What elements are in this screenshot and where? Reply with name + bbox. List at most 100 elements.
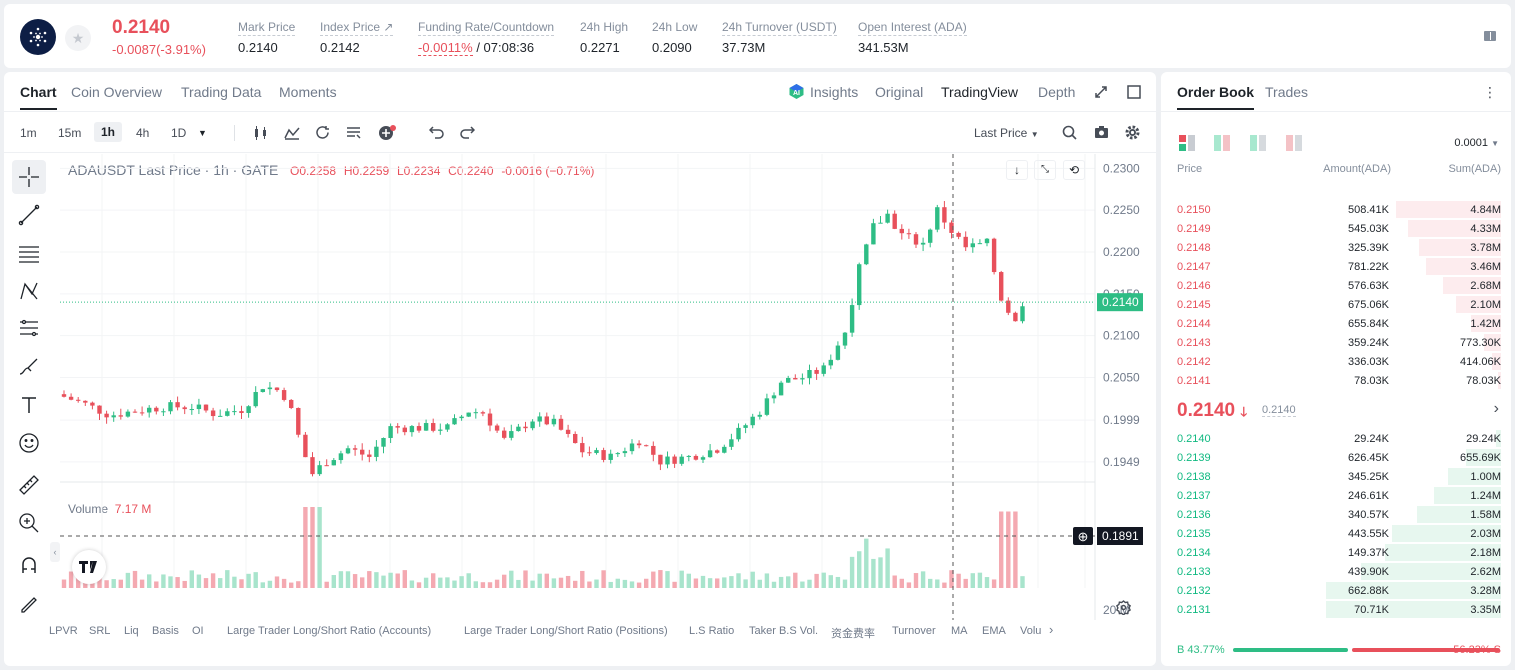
more-icon[interactable]: ⋮ bbox=[1483, 84, 1497, 100]
orderbook-row[interactable]: 0.2142 336.03K 414.06K bbox=[1161, 352, 1511, 371]
price-type-select[interactable]: Last Price ▼ bbox=[974, 126, 1039, 140]
arrow-down-icon[interactable]: ↓ bbox=[1006, 160, 1028, 180]
orderbook-row[interactable]: 0.2145 675.06K 2.10M bbox=[1161, 295, 1511, 314]
timeframe-1h[interactable]: 1h bbox=[94, 122, 123, 142]
timeframe-dropdown-icon[interactable]: ▼ bbox=[198, 128, 207, 138]
orderbook-row[interactable]: 0.2146 576.63K 2.68M bbox=[1161, 276, 1511, 295]
book-icon[interactable] bbox=[1483, 29, 1497, 43]
text-tool-icon[interactable] bbox=[12, 388, 46, 422]
favorite-star-icon[interactable]: ★ bbox=[65, 25, 91, 51]
tab-coin-overview[interactable]: Coin Overview bbox=[71, 84, 163, 100]
orderbook-row[interactable]: 0.2139 626.45K 655.69K bbox=[1161, 448, 1511, 467]
zoom-in-icon[interactable] bbox=[12, 506, 46, 540]
legend-open: O0.2258 bbox=[290, 164, 337, 178]
indicator-ls-ratio[interactable]: L.S Ratio bbox=[689, 625, 735, 637]
indicator-taker-vol[interactable]: Taker B.S Vol. bbox=[749, 625, 819, 637]
price-chart[interactable]: 0.23000.22500.22000.21500.21000.20500.19… bbox=[60, 154, 1150, 620]
orderbook-row[interactable]: 0.2149 545.03K 4.33M bbox=[1161, 219, 1511, 238]
alert-add-icon[interactable] bbox=[378, 124, 398, 147]
view-split-icon[interactable] bbox=[1214, 135, 1230, 156]
view-bids-icon[interactable] bbox=[1250, 135, 1266, 156]
timeframe-1m[interactable]: 1m bbox=[20, 126, 37, 140]
indicators-icon[interactable] bbox=[284, 126, 300, 145]
timeframe-4h[interactable]: 4h bbox=[136, 126, 150, 140]
indicator-lpvr[interactable]: LPVR bbox=[49, 625, 78, 637]
pencil-lock-icon[interactable] bbox=[12, 586, 46, 620]
chevron-right-icon[interactable]: › bbox=[1049, 622, 1054, 637]
chevron-right-icon[interactable]: › bbox=[1493, 400, 1499, 417]
stat-label[interactable]: 24h Turnover (USDT) bbox=[722, 20, 837, 36]
window-icon[interactable] bbox=[1127, 85, 1141, 104]
tab-original[interactable]: Original bbox=[875, 84, 924, 100]
undo-icon[interactable] bbox=[428, 126, 444, 144]
orderbook-row[interactable]: 0.2133 439.90K 2.62M bbox=[1161, 562, 1511, 581]
stat-label[interactable]: Funding Rate/Countdown bbox=[418, 20, 555, 36]
tab-trading-data[interactable]: Trading Data bbox=[181, 84, 262, 100]
settings-icon[interactable] bbox=[1116, 600, 1131, 620]
orderbook-row[interactable]: 0.2135 443.55K 2.03M bbox=[1161, 524, 1511, 543]
settings-gear-icon[interactable] bbox=[1125, 125, 1140, 145]
magnet-icon[interactable] bbox=[12, 548, 46, 582]
timeframe-1d[interactable]: 1D bbox=[171, 126, 187, 140]
collapse-icon[interactable]: ⤡ bbox=[1034, 160, 1056, 180]
orderbook-row[interactable]: 0.2150 508.41K 4.84M bbox=[1161, 200, 1511, 219]
pattern-tool-icon[interactable] bbox=[12, 274, 46, 308]
tab-order-book[interactable]: Order Book bbox=[1177, 84, 1255, 110]
tab-tradingview[interactable]: TradingView bbox=[941, 84, 1019, 100]
templates-icon[interactable] bbox=[346, 126, 362, 145]
orderbook-row[interactable]: 0.2131 70.71K 3.35M bbox=[1161, 600, 1511, 619]
ai-insights-icon[interactable]: AI bbox=[788, 83, 805, 100]
stat-label[interactable]: Open Interest (ADA) bbox=[858, 20, 967, 36]
emoji-icon[interactable] bbox=[12, 426, 46, 460]
indicator-turnover[interactable]: Turnover bbox=[892, 625, 936, 637]
brush-icon[interactable] bbox=[12, 350, 46, 384]
view-both-icon[interactable] bbox=[1179, 135, 1195, 156]
indicator-liq[interactable]: Liq bbox=[124, 625, 139, 637]
collapse-toolbar-icon[interactable]: ‹ bbox=[50, 542, 60, 562]
stat-label[interactable]: Index Price ↗ bbox=[320, 20, 394, 36]
indicator-ema[interactable]: EMA bbox=[982, 625, 1006, 637]
indicator-ma[interactable]: MA bbox=[951, 625, 968, 637]
orderbook-row[interactable]: 0.2141 78.03K 78.03K bbox=[1161, 371, 1511, 390]
refresh-icon[interactable]: ⟲ bbox=[1063, 160, 1085, 180]
orderbook-row[interactable]: 0.2137 246.61K 1.24M bbox=[1161, 486, 1511, 505]
fib-retracement-icon[interactable] bbox=[12, 312, 46, 346]
trendline-icon[interactable] bbox=[12, 198, 46, 232]
tab-insights[interactable]: Insights bbox=[810, 84, 859, 100]
candle-type-icon[interactable] bbox=[253, 126, 269, 145]
search-icon[interactable] bbox=[1062, 125, 1077, 145]
orderbook-row[interactable]: 0.2140 29.24K 29.24K bbox=[1161, 429, 1511, 448]
indicator-volume[interactable]: Volu bbox=[1020, 625, 1042, 637]
timeframe-15m[interactable]: 15m bbox=[58, 126, 82, 140]
tab-trades[interactable]: Trades bbox=[1265, 84, 1309, 100]
orderbook-row[interactable]: 0.2138 345.25K 1.00M bbox=[1161, 467, 1511, 486]
indicator-oi[interactable]: OI bbox=[192, 625, 204, 637]
tab-moments[interactable]: Moments bbox=[279, 84, 337, 100]
orderbook-row[interactable]: 0.2136 340.57K 1.58M bbox=[1161, 505, 1511, 524]
tab-depth[interactable]: Depth bbox=[1038, 84, 1076, 100]
expand-icon[interactable] bbox=[1094, 85, 1108, 104]
horizontal-lines-icon[interactable] bbox=[12, 236, 46, 270]
indicator-lt-accounts[interactable]: Large Trader Long/Short Ratio (Accounts) bbox=[227, 625, 432, 637]
replay-icon[interactable] bbox=[315, 125, 330, 145]
indicator-lt-positions[interactable]: Large Trader Long/Short Ratio (Positions… bbox=[464, 625, 668, 637]
orderbook-row[interactable]: 0.2132 662.88K 3.28M bbox=[1161, 581, 1511, 600]
orderbook-row[interactable]: 0.2134 149.37K 2.18M bbox=[1161, 543, 1511, 562]
indicator-srl[interactable]: SRL bbox=[89, 625, 111, 637]
indicator-basis[interactable]: Basis bbox=[152, 625, 179, 637]
redo-icon[interactable] bbox=[460, 126, 476, 144]
tradingview-logo-icon[interactable] bbox=[72, 550, 106, 584]
tab-chart[interactable]: Chart bbox=[20, 84, 57, 110]
mid-price[interactable]: 0.2140 🡓 bbox=[1177, 400, 1247, 425]
orderbook-row[interactable]: 0.2147 781.22K 3.46M bbox=[1161, 257, 1511, 276]
stat-label[interactable]: Mark Price bbox=[238, 20, 296, 36]
view-asks-icon[interactable] bbox=[1286, 135, 1302, 156]
crosshair-icon[interactable] bbox=[12, 160, 46, 194]
orderbook-row[interactable]: 0.2144 655.84K 1.42M bbox=[1161, 314, 1511, 333]
indicator-funding-rate[interactable]: 资金费率 bbox=[831, 628, 875, 640]
orderbook-row[interactable]: 0.2148 325.39K 3.78M bbox=[1161, 238, 1511, 257]
camera-icon[interactable] bbox=[1094, 125, 1109, 144]
precision-select[interactable]: 0.0001 ▼ bbox=[1454, 137, 1499, 149]
orderbook-row[interactable]: 0.2143 359.24K 773.30K bbox=[1161, 333, 1511, 352]
ruler-icon[interactable] bbox=[12, 468, 46, 502]
